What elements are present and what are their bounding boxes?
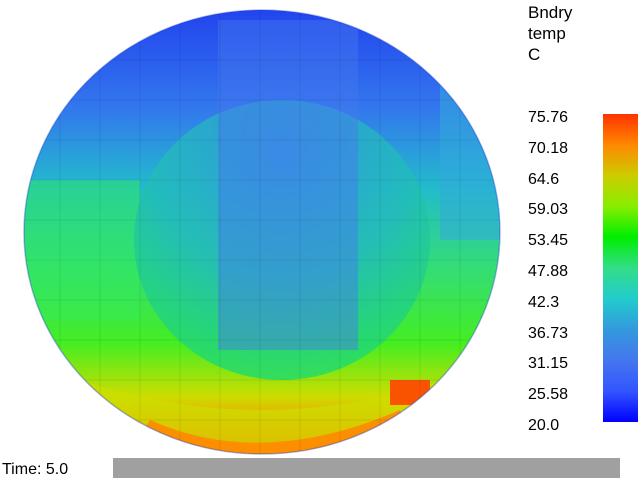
legend-tick: 53.45: [528, 232, 569, 250]
legend-tick: 59.03: [528, 201, 569, 219]
legend-tick: 70.18: [528, 139, 569, 157]
legend-tick: 47.88: [528, 263, 569, 280]
legend-title-line: temp: [528, 24, 566, 43]
legend-tick: 42.3: [528, 293, 560, 311]
time-label: Time: 5.0: [2, 461, 69, 478]
colorbar: [603, 114, 638, 422]
temperature-sphere: [23, 9, 501, 455]
time-slider[interactable]: [113, 458, 620, 478]
legend-title-line: C: [528, 45, 541, 64]
legend-tick: 75.76: [528, 109, 569, 126]
time-slider-track: [113, 458, 620, 478]
legend-tick: 64.6: [528, 170, 560, 188]
legend-tick: 36.73: [528, 324, 569, 342]
legend-title: Bndry temp C: [528, 2, 572, 65]
legend-title-line: Bndry: [528, 3, 573, 22]
legend-tick: 20.0: [528, 417, 560, 434]
legend-tick: 25.58: [528, 386, 569, 404]
legend-ticks: 75.76 70.18 64.6 59.03 53.45 47.88 42.3 …: [528, 108, 598, 438]
legend-tick: 31.15: [528, 355, 569, 373]
